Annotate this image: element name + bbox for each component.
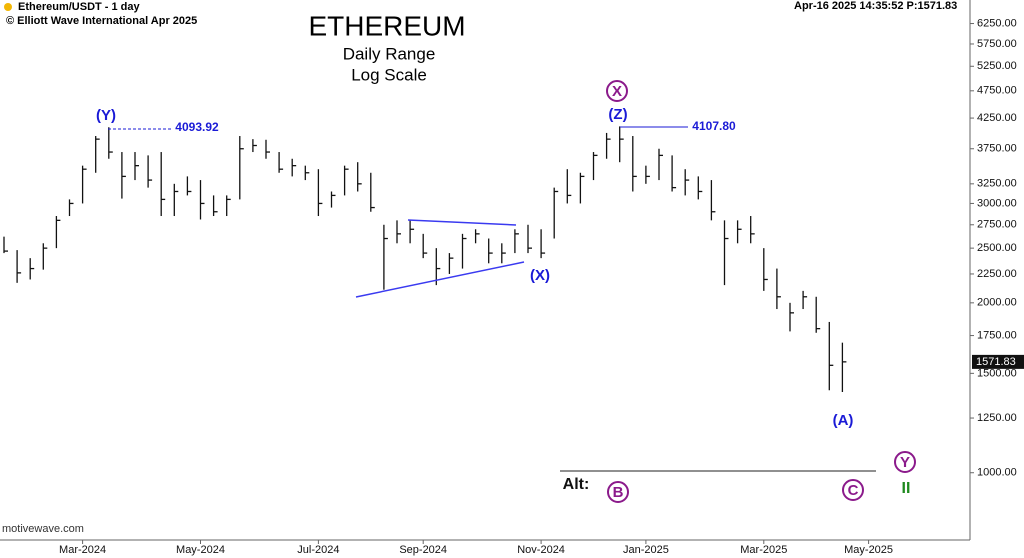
y-tick-label: 4250.00 (977, 112, 1017, 124)
wave-label: (Y) (96, 107, 116, 124)
wave-circle (607, 481, 629, 503)
y-tick-label: 4750.00 (977, 85, 1017, 97)
wave-circle (842, 479, 864, 501)
wave-label: X (612, 83, 622, 100)
plot-area (3, 126, 847, 393)
y-tick-label: 1250.00 (977, 412, 1017, 424)
y-tick-label: 2500.00 (977, 242, 1017, 254)
status: Apr-16 2025 14:35:52 P:1571.83 (794, 0, 957, 12)
price-label: 4093.92 (175, 120, 219, 134)
x-tick-label: Mar-2025 (740, 544, 787, 556)
subtitle: Daily Range (343, 44, 436, 63)
wave-label: (X) (530, 267, 550, 284)
wave-label: B (613, 484, 624, 501)
copyright: © Elliott Wave International Apr 2025 (6, 15, 197, 27)
x-tick-label: Sep-2024 (399, 544, 447, 556)
last-price-label: 1571.83 (976, 356, 1016, 368)
wave-circle (606, 80, 628, 102)
x-tick-label: May-2025 (844, 544, 893, 556)
wave-label: II (902, 480, 911, 497)
chart-title: ETHEREUM (308, 10, 465, 41)
x-tick-label: May-2024 (176, 544, 225, 556)
y-tick-label: 1500.00 (977, 367, 1017, 379)
y-tick-label: 6250.00 (977, 17, 1017, 29)
y-tick-label: 2750.00 (977, 219, 1017, 231)
alt-label: Alt: (563, 476, 590, 493)
y-tick-label: 1750.00 (977, 329, 1017, 341)
triangle-line (407, 219, 517, 226)
y-tick-label: 3750.00 (977, 143, 1017, 155)
x-tick-label: Jan-2025 (623, 544, 669, 556)
wave-label: (A) (833, 412, 854, 429)
wave-circle (894, 451, 916, 473)
triangle-line (355, 261, 525, 298)
y-tick-label: 3000.00 (977, 197, 1017, 209)
symbol-dot (4, 3, 12, 11)
y-tick-label: 1000.00 (977, 467, 1017, 479)
y-tick-label: 5250.00 (977, 60, 1017, 72)
watermark: motivewave.com (2, 523, 84, 535)
symbol: Ethereum/USDT - 1 day (18, 1, 141, 13)
y-tick-label: 3250.00 (977, 178, 1017, 190)
wave-label: C (848, 482, 859, 499)
price-label: 4107.80 (692, 119, 736, 133)
wave-label: (Z) (608, 106, 627, 123)
wave-label: Y (900, 454, 910, 471)
last-price-box (972, 354, 1024, 369)
subtitle: Log Scale (351, 65, 427, 84)
y-tick-label: 2250.00 (977, 268, 1017, 280)
x-tick-label: Nov-2024 (517, 544, 565, 556)
x-tick-label: Mar-2024 (59, 544, 106, 556)
x-tick-label: Jul-2024 (297, 544, 339, 556)
y-tick-label: 5750.00 (977, 38, 1017, 50)
y-tick-label: 2000.00 (977, 297, 1017, 309)
